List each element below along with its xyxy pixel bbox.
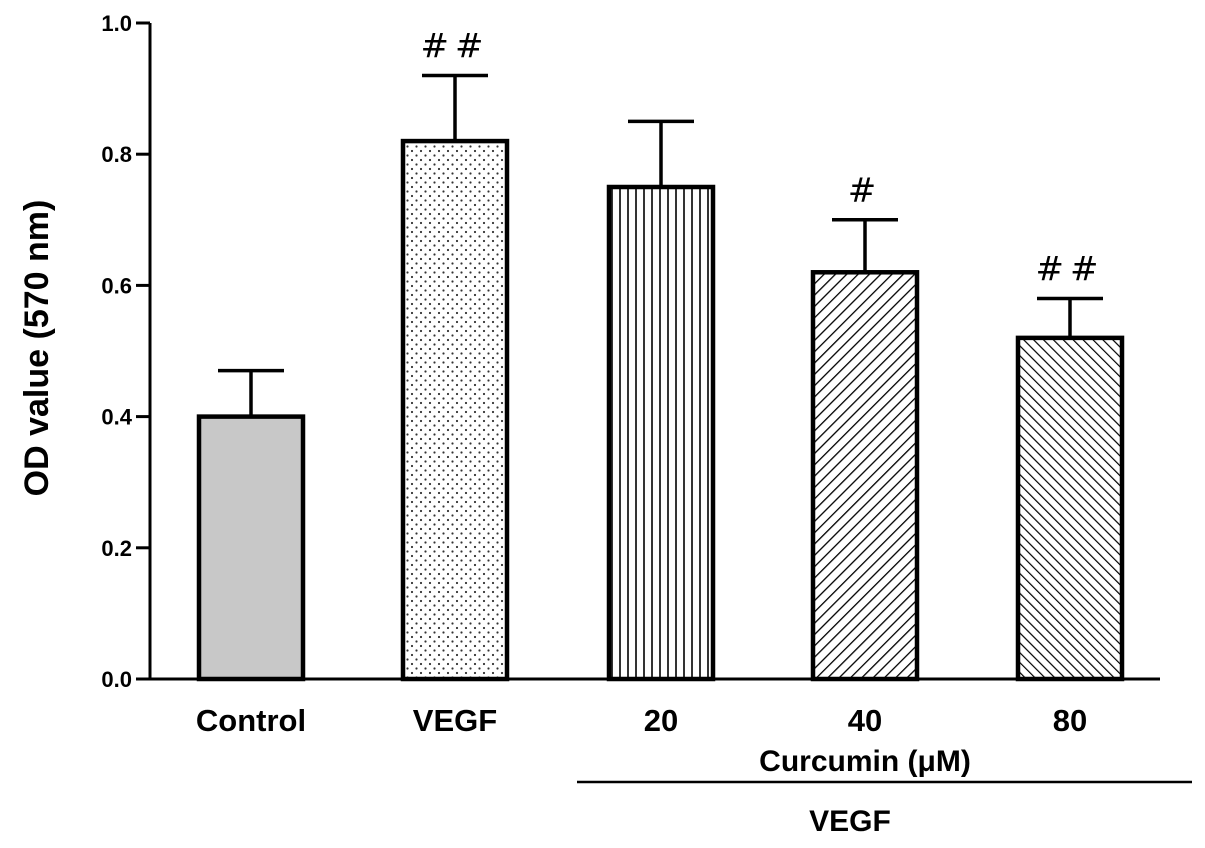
y-tick-label: 1.0 bbox=[101, 11, 132, 36]
y-tick-label: 0.0 bbox=[101, 667, 132, 692]
bar-4 bbox=[810, 270, 920, 682]
y-tick-label: 0.8 bbox=[101, 142, 132, 167]
x-tick-label: 40 bbox=[848, 703, 882, 738]
bars: ##### bbox=[196, 26, 1125, 682]
bar-3 bbox=[606, 184, 716, 682]
y-ticks: 0.0 0.2 0.4 0.6 0.8 1.0 bbox=[101, 11, 150, 692]
bar-2 bbox=[400, 138, 510, 682]
x-tick-label: 80 bbox=[1053, 703, 1087, 738]
bar-5 bbox=[1015, 335, 1125, 682]
bar-1 bbox=[196, 414, 306, 682]
y-tick-label: 0.4 bbox=[101, 405, 132, 430]
x-tick-label: 20 bbox=[644, 703, 678, 738]
significance-marker: ## bbox=[1036, 250, 1105, 290]
x-tick-label: VEGF bbox=[413, 703, 497, 738]
x-tick-label: Control bbox=[196, 703, 306, 738]
curcumin-group-label: Curcumin (μM) bbox=[759, 745, 971, 778]
x-tick-labels: Control VEGF 20 40 80 bbox=[196, 703, 1087, 738]
significance-marker: ## bbox=[421, 26, 490, 66]
vegf-group-label: VEGF bbox=[809, 805, 891, 838]
y-tick-label: 0.6 bbox=[101, 273, 132, 298]
y-axis-title: OD value (570 nm) bbox=[18, 200, 56, 497]
significance-marker: # bbox=[848, 171, 883, 211]
y-tick-label: 0.2 bbox=[101, 536, 132, 561]
